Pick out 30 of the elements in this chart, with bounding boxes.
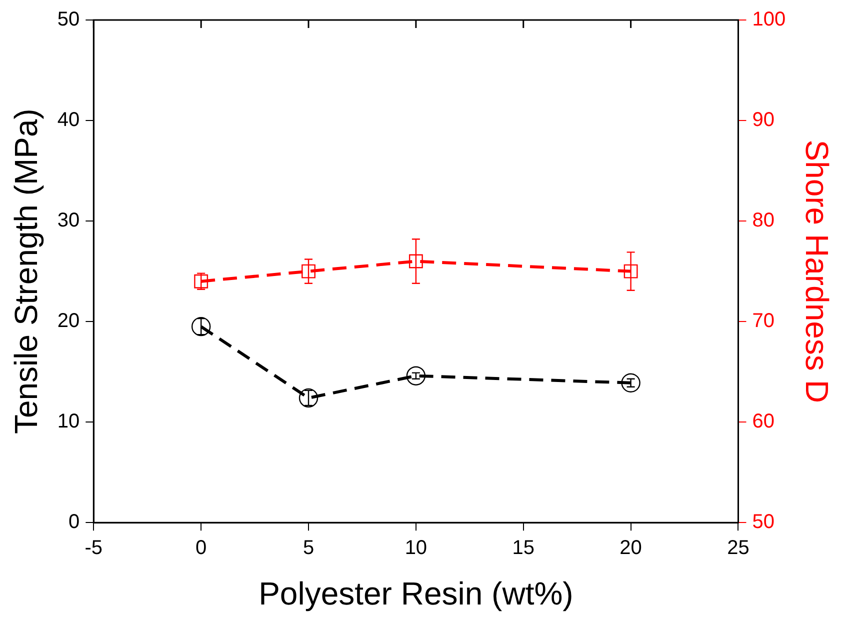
y-tick-label: 50 (57, 8, 80, 31)
point (302, 264, 316, 278)
x-tick-label: 5 (302, 537, 314, 560)
y2-tick-label: 100 (752, 8, 786, 31)
y2-axis-title: Shore Hardness D (798, 140, 835, 403)
point (406, 366, 426, 386)
x-tick-label: 25 (727, 537, 750, 560)
y2-tick-label: 70 (752, 310, 774, 332)
point (408, 254, 423, 268)
y-tick-label: 10 (57, 410, 80, 433)
x-tick-label: 20 (620, 537, 642, 560)
y2-tick-label: 50 (752, 511, 774, 534)
point (298, 388, 318, 408)
y2-tick-label: 90 (752, 109, 774, 132)
y-tick-label: 20 (57, 310, 80, 332)
y-tick-label: 0 (68, 511, 80, 534)
x-tick-label: 0 (196, 537, 207, 560)
x-tick-label: -5 (84, 537, 103, 560)
y2-tick-label: 80 (752, 210, 774, 232)
x-tick-label: 10 (404, 537, 428, 560)
y-tick-label: 30 (57, 210, 80, 232)
point (194, 274, 208, 288)
point (621, 373, 640, 392)
point (191, 316, 211, 336)
y-axis-title: Tensile Strength (MPa) (8, 108, 44, 434)
x-tick-label: 15 (512, 537, 534, 560)
point (624, 264, 638, 278)
x-axis-title: Polyester Resin (wt%) (258, 576, 574, 612)
y2-tick-label: 60 (752, 410, 774, 433)
y-tick-label: 40 (57, 109, 80, 132)
